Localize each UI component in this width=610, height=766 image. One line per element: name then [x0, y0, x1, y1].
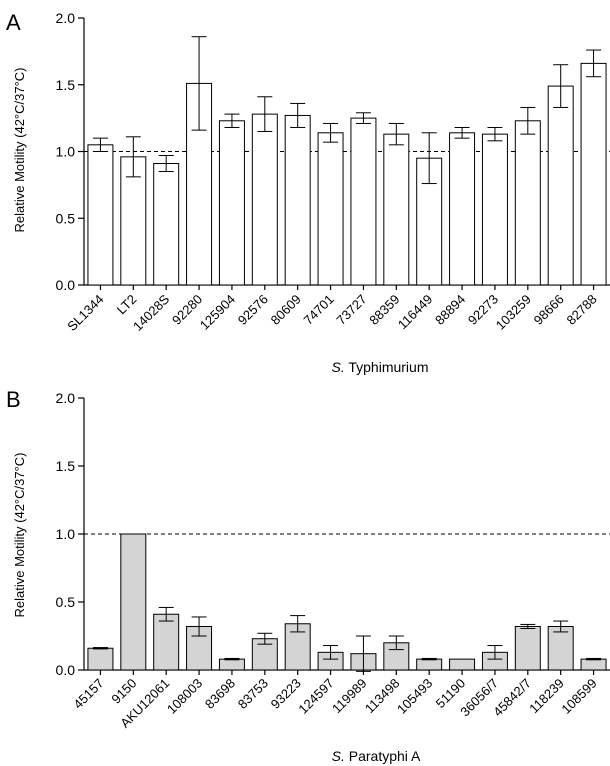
panel-a: A Relative Motility (42°C/37°C) S. Typhi…: [6, 10, 610, 375]
x-tick-label: 119989: [329, 676, 370, 717]
x-tick-label: 73727: [333, 292, 369, 328]
x-axis-title-rest: Typhimurium: [345, 359, 429, 375]
bar: [153, 613, 180, 671]
y-tick-label: 1.0: [56, 144, 76, 160]
bar: [580, 658, 607, 671]
bar: [153, 163, 180, 286]
x-axis-title-italic: S.: [331, 359, 344, 375]
bar: [350, 117, 377, 286]
x-tick-label: 14028S: [130, 291, 173, 334]
x-tick-label: 83698: [202, 676, 238, 712]
x-tick-label: 118239: [526, 676, 567, 717]
x-tick-label: 98666: [531, 292, 567, 328]
bar: [514, 120, 541, 286]
x-tick-label: 88894: [432, 292, 468, 328]
x-tick-label: 108003: [164, 676, 205, 717]
bar: [87, 647, 114, 671]
bar: [317, 132, 344, 286]
y-tick-label: 1.0: [56, 526, 76, 542]
x-tick-label: 124597: [295, 676, 336, 717]
x-tick-label: 125904: [197, 292, 238, 333]
x-tick-label: 80609: [268, 292, 304, 328]
y-tick-label: 2.0: [56, 10, 76, 26]
panel-letter: A: [6, 10, 21, 35]
x-axis-title: S. Paratyphi A: [332, 748, 421, 764]
y-tick-label: 0.0: [56, 662, 76, 678]
bar: [383, 642, 410, 671]
x-axis-title: S. Typhimurium: [331, 359, 428, 375]
x-tick-label: 108599: [558, 676, 599, 717]
bar: [218, 120, 245, 286]
bar: [120, 156, 147, 286]
bar: [547, 85, 574, 286]
x-tick-label: 105493: [394, 676, 435, 717]
bar: [251, 113, 278, 286]
panel-letter: B: [6, 387, 21, 412]
y-tick-label: 0.5: [56, 210, 76, 226]
y-tick-label: 1.5: [56, 458, 76, 474]
x-tick-label: 116449: [395, 292, 436, 333]
panel-b: B Relative Motility (42°C/37°C) S. Parat…: [6, 387, 610, 764]
x-tick-label: 45157: [70, 676, 106, 712]
x-tick-label: 82788: [564, 292, 600, 328]
bar: [218, 658, 245, 671]
x-tick-label: 103259: [493, 292, 534, 333]
x-tick-label: 113498: [362, 676, 403, 717]
bar: [449, 658, 476, 671]
bar: [383, 133, 410, 286]
bar: [514, 625, 541, 671]
bar: [120, 533, 147, 671]
y-tick-label: 0.5: [56, 594, 76, 610]
x-axis-title-italic: S.: [332, 748, 345, 764]
y-axis-label: Relative Motility (42°C/37°C): [12, 452, 27, 617]
x-tick-label: LT2: [114, 292, 140, 318]
bar: [284, 114, 311, 286]
y-tick-label: 2.0: [56, 390, 76, 406]
y-tick-label: 0.0: [56, 277, 76, 293]
bar: [580, 62, 607, 286]
x-axis-title-rest: Paratyphi A: [345, 748, 421, 764]
y-tick-label: 1.5: [56, 77, 76, 93]
y-axis-label: Relative Motility (42°C/37°C): [12, 67, 27, 232]
x-tick-label: 83753: [235, 676, 271, 712]
bar: [547, 625, 574, 671]
bar: [87, 144, 114, 286]
bar: [416, 658, 443, 671]
bar: [481, 133, 508, 286]
x-tick-label: 74701: [301, 292, 337, 328]
bar: [449, 132, 476, 286]
x-tick-label: SL1344: [64, 292, 106, 334]
x-tick-label: 92576: [235, 292, 271, 328]
